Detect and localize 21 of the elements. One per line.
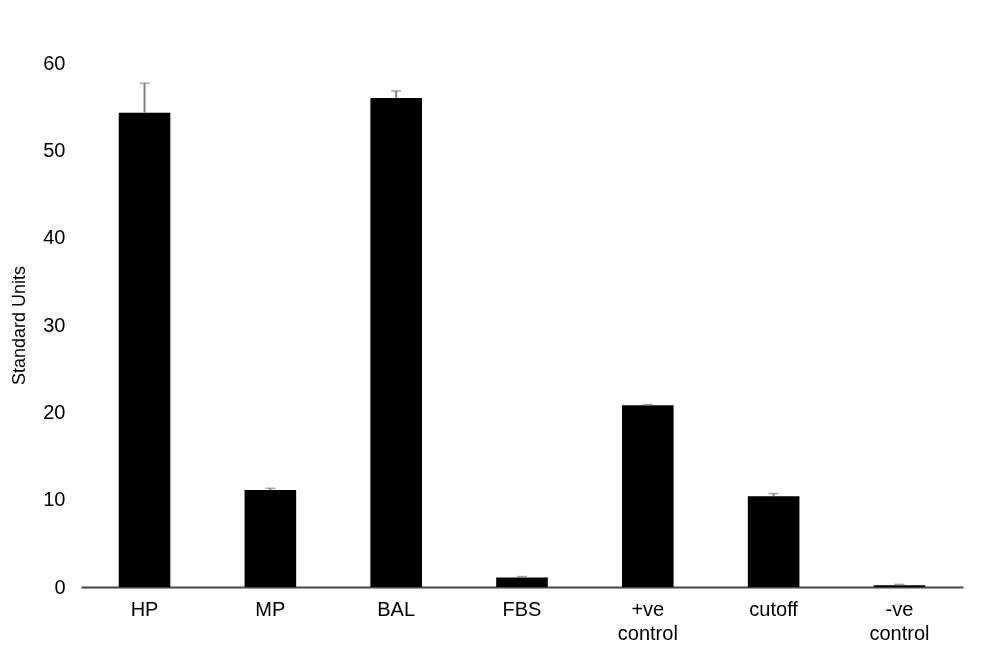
bar: [244, 490, 297, 587]
x-tick-label: cutoff: [749, 597, 799, 620]
y-tick-label: 40: [43, 226, 66, 249]
y-tick-label: 60: [43, 51, 66, 74]
bar: [747, 496, 800, 587]
x-tick-label: FBS: [502, 597, 542, 620]
y-tick-label: 10: [43, 488, 66, 511]
bar: [370, 97, 422, 587]
x-tick-label: BAL: [377, 597, 416, 620]
y-tick-label: 50: [43, 138, 66, 161]
y-tick-label: 0: [54, 575, 66, 598]
bar: [118, 112, 171, 587]
x-tick-label: -ve control: [869, 597, 930, 644]
bar: [622, 405, 674, 587]
x-tick-label: MP: [255, 597, 286, 620]
y-axis-title: Standard Units: [9, 265, 30, 386]
x-tick-label: HP: [130, 597, 159, 620]
y-tick-label: 30: [43, 313, 66, 336]
x-tick-label: +ve control: [617, 597, 678, 644]
y-tick-label: 20: [43, 400, 66, 423]
bar: [496, 577, 548, 587]
